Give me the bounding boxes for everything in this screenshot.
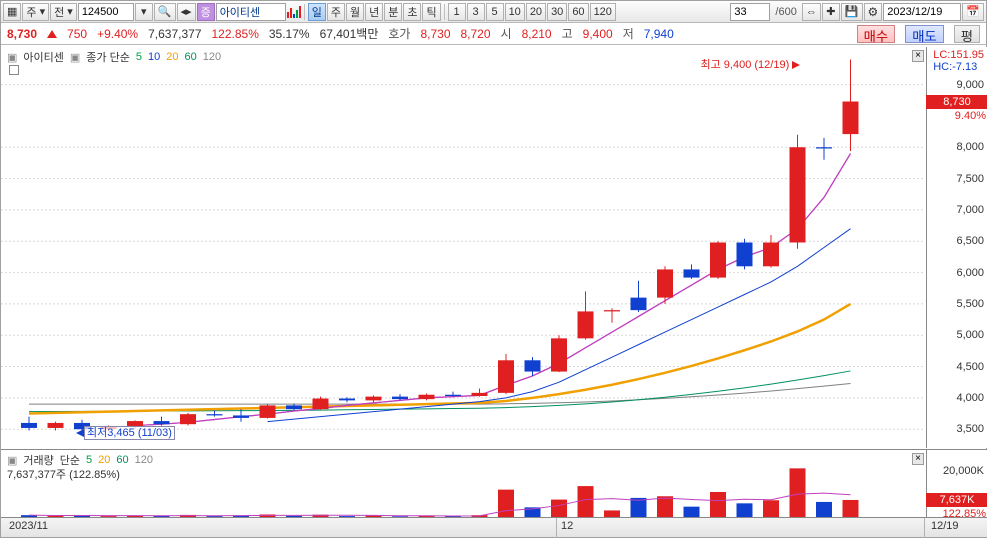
code-dropdown-icon[interactable]: ▾ [135, 3, 153, 21]
hoga-label: 호가 [388, 25, 410, 42]
price-ytick: 7,000 [956, 204, 984, 216]
volume-ytick: 20,000K [943, 465, 984, 477]
current-price: 8,730 [7, 27, 37, 41]
price-ytick: 4,500 [956, 361, 984, 373]
dropdown-1[interactable]: 주 ▾ [22, 3, 49, 21]
period-year-button[interactable]: 년 [365, 3, 383, 21]
interval-20-button[interactable]: 20 [526, 3, 546, 21]
arrow-left-icon [76, 429, 84, 437]
interval-10-button[interactable]: 10 [505, 3, 525, 21]
volume-pct: 122.85% [212, 27, 259, 41]
time-axis-label: 2023/11 [9, 520, 48, 532]
time-axis-label: 12 [561, 520, 573, 532]
interval-5-button[interactable]: 5 [486, 3, 504, 21]
price-pane-close-icon[interactable]: × [912, 50, 924, 62]
price-ytick: 5,500 [956, 298, 984, 310]
low-price: 7,940 [644, 27, 674, 41]
price-ytick: 9,000 [956, 79, 984, 91]
price-ytick: 8,000 [956, 141, 984, 153]
price-ytick: 3,500 [956, 423, 984, 435]
search-icon[interactable]: 🔍 [154, 3, 176, 21]
volume: 7,637,377 [148, 27, 201, 41]
lc-label: LC:151.95 [933, 49, 984, 61]
volume-y-axis: 20,000K7,637K122.85% [926, 450, 987, 517]
interval-3-button[interactable]: 3 [467, 3, 485, 21]
bar-count-total: /600 [771, 6, 800, 18]
price-ytick: 5,000 [956, 329, 984, 341]
menu-icon[interactable]: ▦ [3, 3, 21, 21]
stock-name: 아이티센 [216, 3, 286, 21]
low-label: 저 [623, 25, 634, 42]
price-ytick: 6,500 [956, 235, 984, 247]
period-day-button[interactable]: 일 [308, 3, 326, 21]
interval-1-button[interactable]: 1 [448, 3, 466, 21]
trade-amount: 67,401백만 [320, 25, 379, 42]
low-annotation: 최저3,465 (11/03) [76, 424, 175, 440]
settings-icon[interactable]: ⚙ [864, 3, 883, 21]
interval-30-button[interactable]: 30 [547, 3, 567, 21]
time-axis-divider [924, 518, 925, 538]
price-change-pct: +9.40% [97, 27, 138, 41]
price-ytick: 6,000 [956, 267, 984, 279]
open-price: 8,210 [522, 27, 552, 41]
interval-120-button[interactable]: 120 [590, 3, 616, 21]
stock-code-input[interactable]: 124500 [78, 3, 134, 21]
high-label: 고 [562, 25, 573, 42]
buy-button[interactable]: 매수 [857, 25, 896, 43]
price-change: 750 [67, 27, 87, 41]
hc-label: HC:-7.13 [933, 61, 984, 73]
volume-chart-svg [1, 450, 924, 518]
dropdown-2[interactable]: 전 ▾ [50, 3, 77, 21]
date-input[interactable]: 2023/12/19 [883, 3, 961, 21]
mini-bars-icon [287, 6, 301, 18]
stock-type-badge: 증 [197, 3, 215, 21]
bar-count-input[interactable]: 33 [730, 3, 770, 21]
volume-pane-close-icon[interactable]: × [912, 453, 924, 465]
open-label: 시 [501, 25, 512, 42]
price-ytick: 4,000 [956, 392, 984, 404]
up-triangle-icon [47, 30, 57, 38]
time-axis-divider [556, 518, 557, 538]
current-price-badge: 8,730 [926, 95, 987, 109]
high-price: 9,400 [583, 27, 613, 41]
prev-icon[interactable]: ◂▸ [177, 3, 196, 21]
info-row: 8,730 750 +9.40% 7,637,377 122.85% 35.17… [1, 23, 986, 45]
period-sec-button[interactable]: 초 [403, 3, 421, 21]
calendar-icon[interactable]: 📅 [962, 3, 984, 21]
period-tick-button[interactable]: 틱 [422, 3, 440, 21]
toolbar-main: ▦ 주 ▾ 전 ▾ 124500 ▾ 🔍 ◂▸ 증 아이티센 일 주 월 년 분… [1, 1, 986, 23]
tool-icon-1[interactable]: ⇔ [802, 3, 821, 21]
time-axis: 2023/11 12 12/19 [1, 517, 987, 537]
price-chart-pane[interactable]: LC:151.95 HC:-7.13 3,500 4,000 4,500 5,000 5… [1, 47, 987, 448]
period-week-button[interactable]: 주 [327, 3, 345, 21]
period-min-button[interactable]: 분 [384, 3, 402, 21]
price-chart-svg [1, 47, 924, 448]
lc-hc-labels: LC:151.95 HC:-7.13 [933, 49, 984, 73]
high-annotation: 최고 9,400 (12/19) [701, 56, 801, 72]
price-y-axis: LC:151.95 HC:-7.13 3,500 4,000 4,500 5,000 5… [926, 47, 987, 448]
save-icon[interactable]: 💾 [841, 3, 863, 21]
turnover-pct: 35.17% [269, 27, 310, 41]
period-month-button[interactable]: 월 [346, 3, 364, 21]
time-axis-label: 12/19 [931, 520, 959, 532]
arrow-right-icon [792, 61, 800, 69]
volume-chart-pane[interactable]: ▣ 거래량 단순 5 20 60 120 7,637,377주 (122.85%… [1, 449, 987, 517]
current-pct-badge: 9.40% [955, 110, 986, 122]
flat-button[interactable]: 평 [954, 25, 980, 43]
sell-button[interactable]: 매도 [905, 25, 944, 43]
interval-60-button[interactable]: 60 [568, 3, 588, 21]
volume-current-badge: 7,637K [926, 493, 987, 507]
hoga-1: 8,730 [420, 27, 450, 41]
hoga-2: 8,720 [461, 27, 491, 41]
tool-icon-2[interactable]: ✚ [822, 3, 840, 21]
price-ytick: 7,500 [956, 173, 984, 185]
